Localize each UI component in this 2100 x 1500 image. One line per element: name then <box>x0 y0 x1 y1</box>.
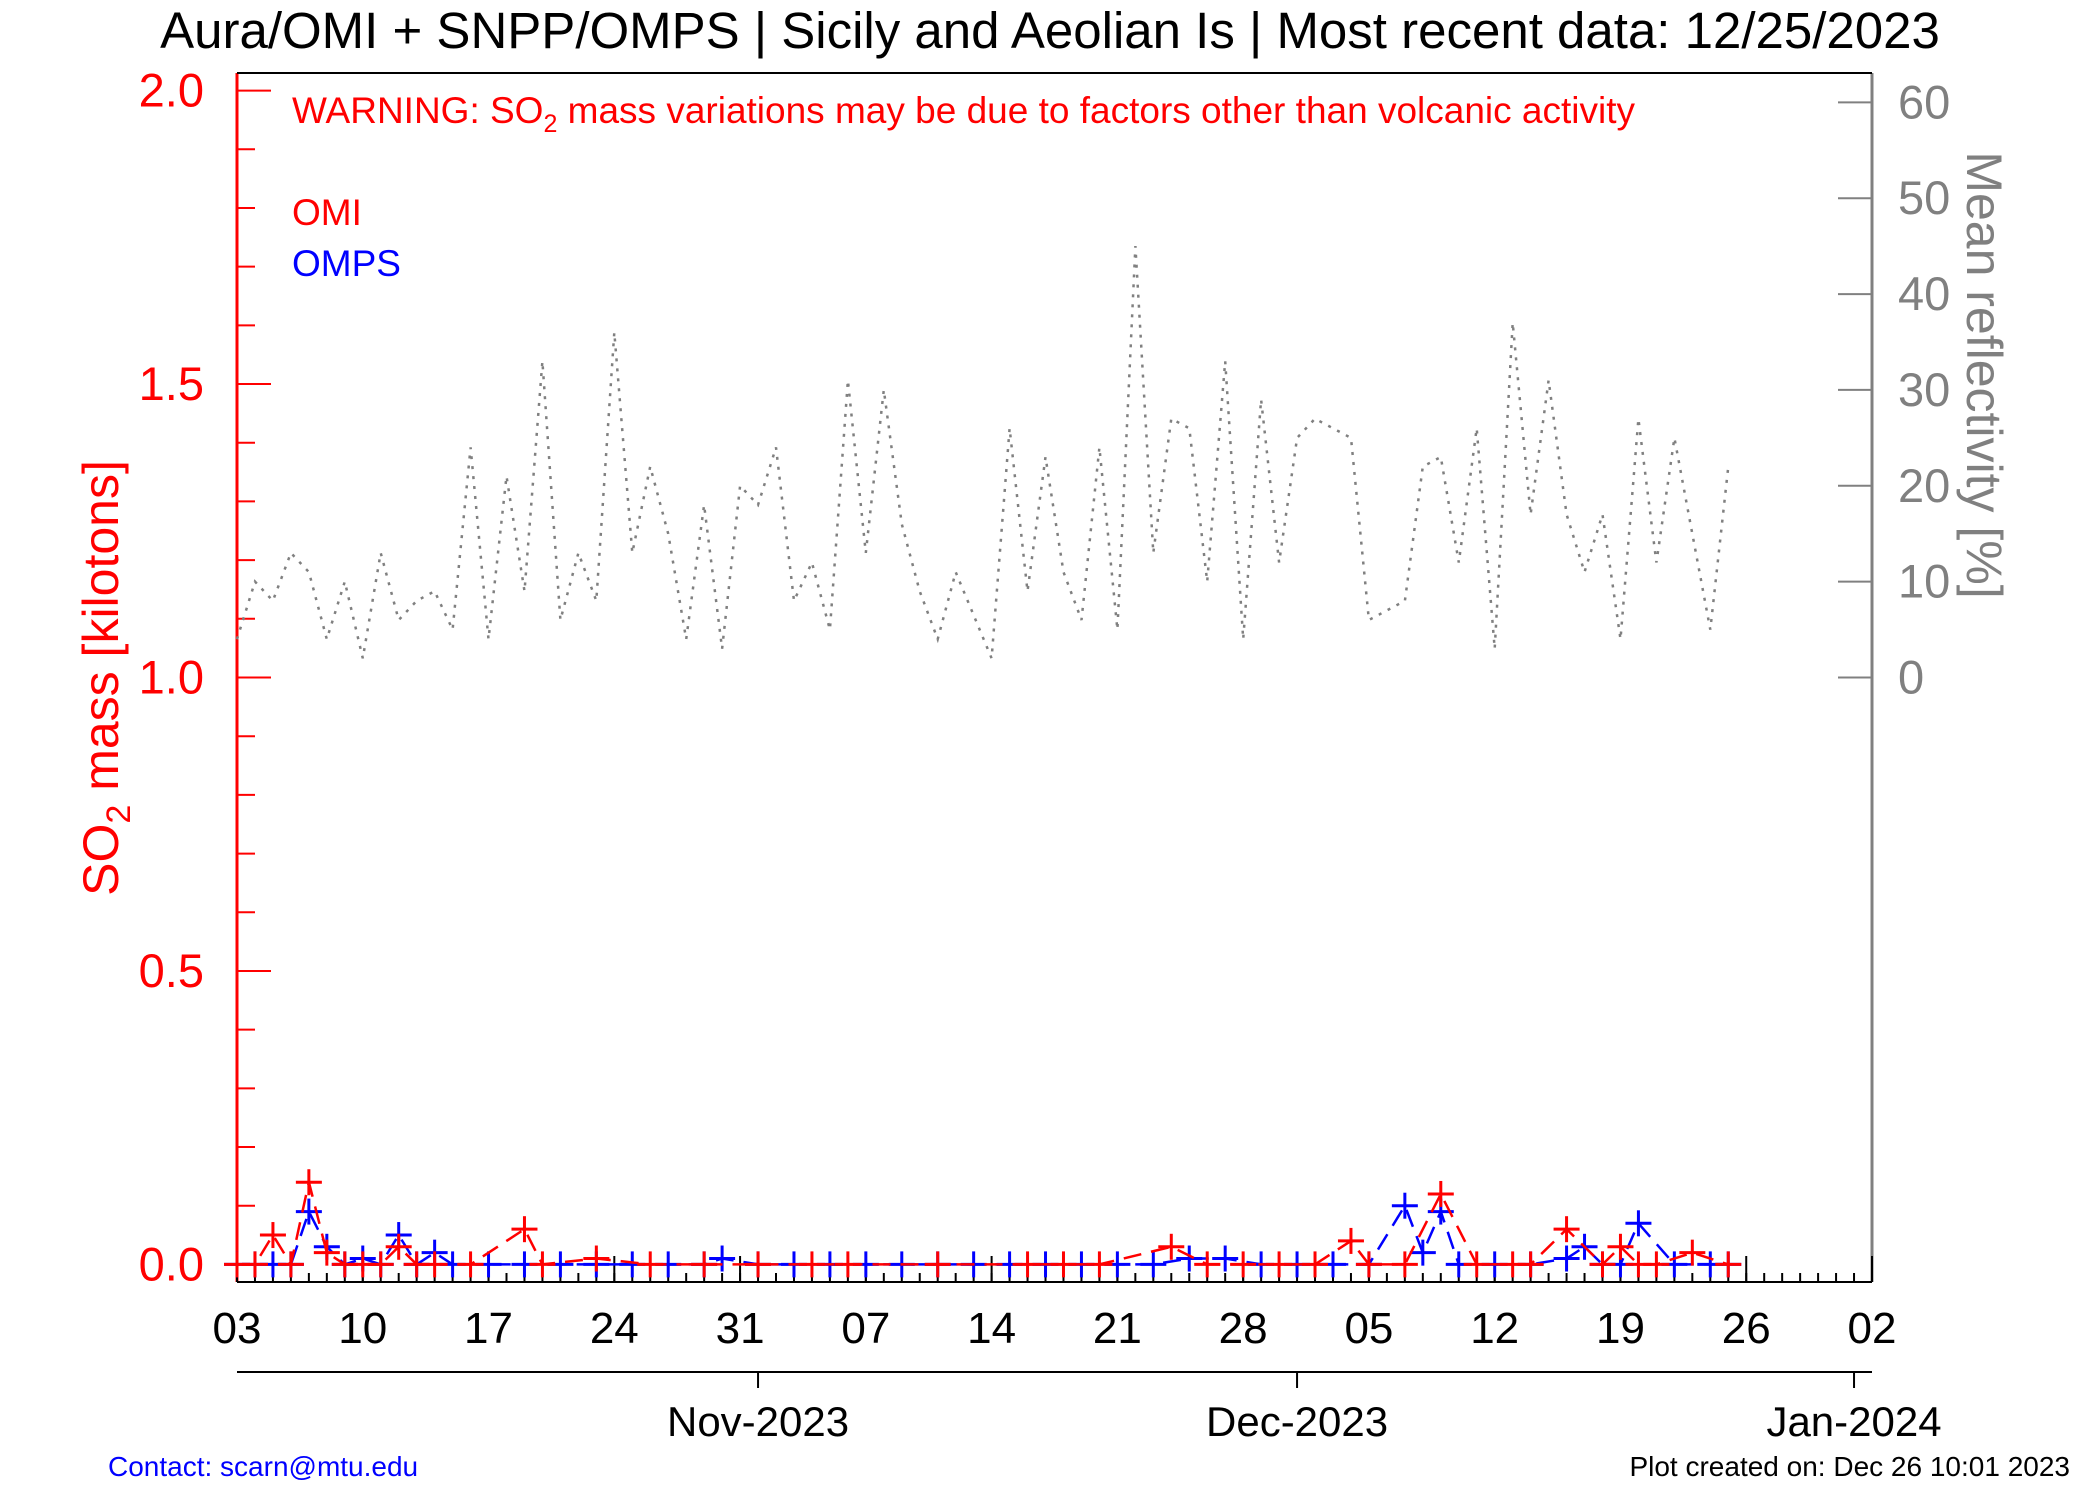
x-tick-label: 12 <box>1470 1304 1519 1353</box>
month-label: Dec-2023 <box>1206 1398 1388 1445</box>
right-axis-label: Mean reflectivity [%] <box>1956 151 2012 598</box>
omi-point <box>1463 1251 1490 1278</box>
omps-point <box>1391 1192 1418 1219</box>
omi-point <box>1086 1251 1113 1278</box>
x-tick-label: 17 <box>464 1304 513 1353</box>
right-tick-label: 10 <box>1898 555 1950 608</box>
omi-point <box>1589 1251 1616 1278</box>
omps-line <box>237 1202 1729 1267</box>
left-axis-label: SO2 mass [kilotons] <box>73 460 138 896</box>
omi-point <box>511 1216 538 1243</box>
omi-point <box>1302 1251 1329 1278</box>
right-tick-label: 30 <box>1898 363 1950 416</box>
omi-point <box>1014 1251 1041 1278</box>
omps-point <box>1409 1239 1436 1266</box>
omi-point <box>924 1251 951 1278</box>
omi-point <box>1050 1251 1077 1278</box>
omi-point <box>1679 1239 1706 1266</box>
left-tick-label: 2.0 <box>139 64 204 117</box>
contact-text: Contact: scarn@mtu.edu <box>108 1451 418 1482</box>
series-layer <box>224 246 1742 1278</box>
x-tick-label: 05 <box>1344 1304 1393 1353</box>
omi-point <box>745 1251 772 1278</box>
x-tick-label: 02 <box>1848 1304 1897 1353</box>
omi-point <box>1607 1233 1634 1260</box>
left-tick-label: 0.0 <box>139 1237 204 1290</box>
left-tick-label: 1.5 <box>139 357 204 410</box>
warning-subscript: 2 <box>543 110 557 138</box>
right-tick-label: 0 <box>1898 651 1924 704</box>
warning-suffix: mass variations may be due to factors ot… <box>557 90 1635 131</box>
x-tick-label: 14 <box>967 1304 1016 1353</box>
month-label: Jan-2024 <box>1766 1398 1941 1445</box>
left-axis-ticks: 0.0 0.5 1.0 1.5 2.0 <box>139 64 271 1290</box>
omi-point <box>1158 1233 1185 1260</box>
month-label: Nov-2023 <box>667 1398 849 1445</box>
omi-point <box>295 1169 322 1196</box>
omi-point <box>313 1239 340 1266</box>
warning-prefix: WARNING: SO <box>292 90 543 131</box>
omi-point <box>1715 1251 1742 1278</box>
right-tick-label: 20 <box>1898 459 1950 512</box>
legend-omps: OMPS <box>292 243 401 284</box>
omi-point <box>529 1251 556 1278</box>
omi-point <box>1355 1251 1382 1278</box>
x-tick-label: 03 <box>213 1304 262 1353</box>
omi-point <box>367 1251 394 1278</box>
omi-point <box>259 1222 286 1249</box>
reflectivity-line <box>235 246 1730 659</box>
omps-point <box>1553 1245 1580 1272</box>
x-tick-label: 19 <box>1596 1304 1645 1353</box>
x-tick-label: 31 <box>716 1304 765 1353</box>
omps-point <box>1625 1210 1652 1237</box>
omi-point <box>1391 1251 1418 1278</box>
chart-title: Aura/OMI + SNPP/OMPS | Sicily and Aeolia… <box>160 2 1940 59</box>
omi-point <box>1266 1251 1293 1278</box>
legend-omi: OMI <box>292 192 362 233</box>
omi-point <box>1337 1227 1364 1254</box>
omi-point <box>1427 1180 1454 1207</box>
x-tick-label: 07 <box>841 1304 890 1353</box>
omi-point <box>798 1251 825 1278</box>
left-axis-label-prefix: SO <box>73 824 129 896</box>
x-tick-label: 21 <box>1093 1304 1142 1353</box>
omi-point <box>834 1251 861 1278</box>
plot-created-text: Plot created on: Dec 26 10:01 2023 <box>1629 1451 2070 1482</box>
omps-point <box>1140 1251 1167 1278</box>
omi-point <box>277 1251 304 1278</box>
omps-point <box>1212 1245 1239 1272</box>
right-axis-ticks: 0 10 20 30 40 50 60 <box>1838 75 1950 704</box>
omi-line <box>237 1181 1729 1268</box>
x-tick-label: 28 <box>1219 1304 1268 1353</box>
right-tick-label: 60 <box>1898 75 1950 128</box>
omi-point <box>241 1251 268 1278</box>
omi-point <box>457 1251 484 1278</box>
omi-point <box>691 1251 718 1278</box>
warning-text: WARNING: SO2 mass variations may be due … <box>292 90 1635 138</box>
x-tick-label: 26 <box>1722 1304 1771 1353</box>
x-tick-label: 10 <box>338 1304 387 1353</box>
left-tick-label: 0.5 <box>139 944 204 997</box>
left-tick-label: 1.0 <box>139 651 204 704</box>
omi-point <box>1643 1251 1670 1278</box>
omi-point <box>637 1251 664 1278</box>
right-tick-label: 50 <box>1898 171 1950 224</box>
month-axis: Nov-2023 Dec-2023 Jan-2024 <box>237 1371 1942 1445</box>
omi-point <box>421 1251 448 1278</box>
omi-point <box>583 1245 610 1272</box>
omi-point <box>1553 1216 1580 1243</box>
omi-point <box>1230 1251 1257 1278</box>
left-axis-label-subscript: 2 <box>100 805 138 824</box>
omi-point <box>385 1233 412 1260</box>
x-axis-ticks: 03 10 17 24 31 07 14 21 28 05 12 19 26 02 <box>213 1256 1897 1353</box>
omi-point <box>1194 1251 1221 1278</box>
right-tick-label: 40 <box>1898 267 1950 320</box>
x-tick-label: 24 <box>590 1304 639 1353</box>
omps-point <box>1176 1245 1203 1272</box>
left-axis-label-suffix: mass [kilotons] <box>73 460 129 805</box>
omps-point <box>709 1245 736 1272</box>
omi-point <box>1517 1251 1544 1278</box>
